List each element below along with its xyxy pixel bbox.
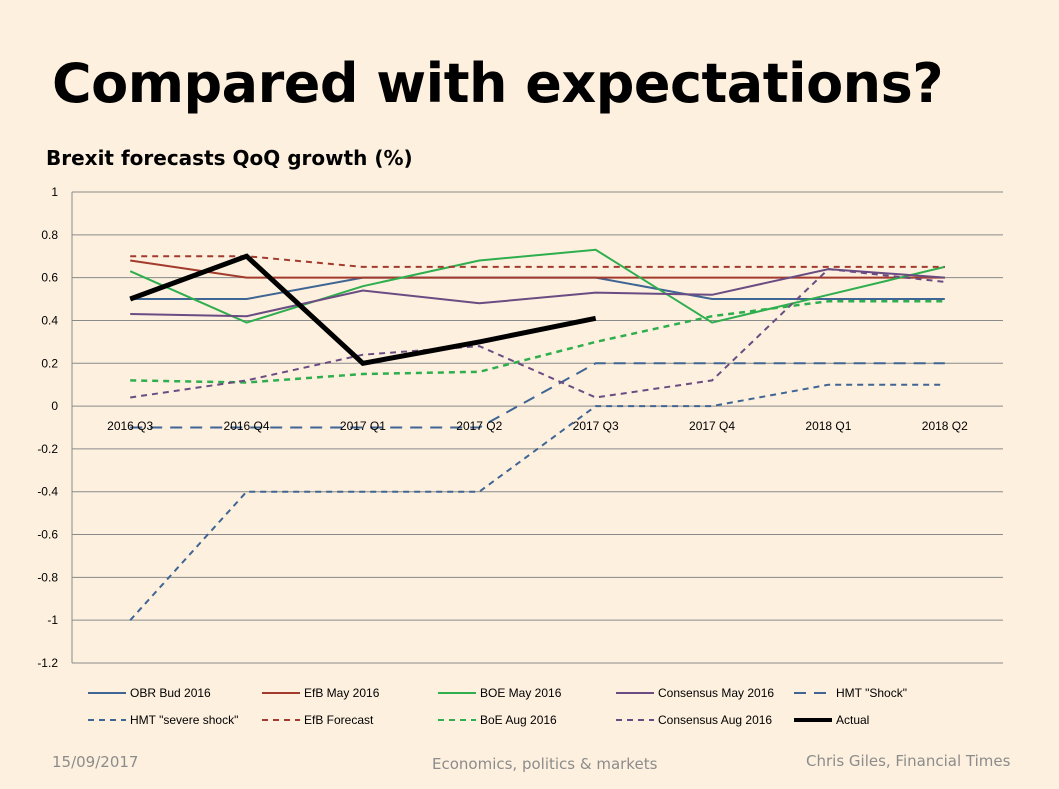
chart-title: Brexit forecasts QoQ growth (%) bbox=[46, 146, 413, 170]
y-tick-label: 0 bbox=[51, 399, 58, 413]
footer-center-text: Economics, politics & markets bbox=[432, 755, 658, 773]
x-tick-label: 2017 Q4 bbox=[689, 419, 735, 433]
y-tick-label: -1 bbox=[47, 613, 58, 627]
legend-label: OBR Bud 2016 bbox=[130, 686, 211, 700]
y-tick-label: 0.6 bbox=[41, 271, 58, 285]
y-tick-label: -0.6 bbox=[37, 528, 58, 542]
y-tick-label: 0.2 bbox=[41, 356, 58, 370]
series-line bbox=[130, 259, 945, 279]
y-tick-label: -1.2 bbox=[37, 656, 58, 670]
legend-label: EfB Forecast bbox=[304, 713, 374, 727]
legend-label: HMT "severe shock" bbox=[130, 713, 238, 727]
y-tick-label: -0.2 bbox=[37, 442, 58, 456]
legend-label: EfB May 2016 bbox=[304, 686, 380, 700]
y-tick-label: -0.8 bbox=[37, 570, 58, 584]
legend-label: Actual bbox=[836, 713, 869, 727]
series-line bbox=[129, 248, 946, 324]
x-tick-label: 2018 Q2 bbox=[922, 419, 968, 433]
footer-author: Chris Giles, Financial Times bbox=[806, 752, 1011, 770]
x-tick-label: 2017 Q1 bbox=[340, 419, 386, 433]
x-tick-label: 2016 Q4 bbox=[224, 419, 270, 433]
footer-date: 15/09/2017 bbox=[52, 753, 139, 771]
y-tick-label: 0.8 bbox=[41, 228, 58, 242]
series-line bbox=[130, 255, 945, 268]
series-line bbox=[130, 362, 945, 429]
legend-label: BOE May 2016 bbox=[480, 686, 562, 700]
y-tick-label: -0.4 bbox=[37, 485, 58, 499]
y-tick-label: 1 bbox=[51, 185, 58, 199]
x-tick-label: 2017 Q2 bbox=[456, 419, 502, 433]
legend-label: BoE Aug 2016 bbox=[480, 713, 557, 727]
slide-title: Compared with expectations? bbox=[52, 52, 944, 115]
y-tick-label: 0.4 bbox=[41, 313, 58, 327]
legend-label: Consensus Aug 2016 bbox=[658, 713, 772, 727]
legend-label: Consensus May 2016 bbox=[658, 686, 774, 700]
x-tick-label: 2017 Q3 bbox=[573, 419, 619, 433]
legend-label: HMT "Shock" bbox=[836, 686, 907, 700]
series-line bbox=[130, 299, 945, 384]
series-line bbox=[130, 268, 945, 399]
series-line bbox=[129, 383, 945, 621]
series-line bbox=[130, 268, 945, 318]
x-tick-label: 2018 Q1 bbox=[805, 419, 851, 433]
x-tick-label: 2016 Q3 bbox=[107, 419, 153, 433]
series-line bbox=[129, 253, 597, 366]
